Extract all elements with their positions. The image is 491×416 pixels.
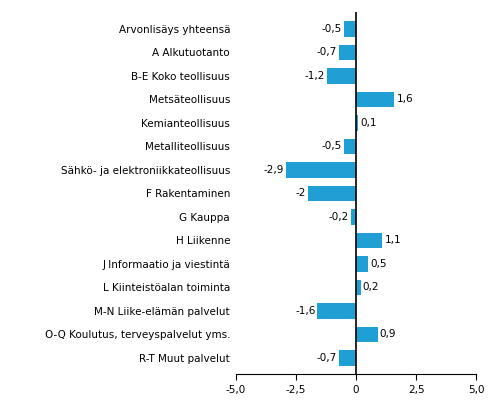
Bar <box>356 233 382 248</box>
Bar <box>356 327 378 342</box>
Text: -1,6: -1,6 <box>295 306 316 316</box>
Text: -0,5: -0,5 <box>322 24 342 34</box>
Text: 0,5: 0,5 <box>370 259 386 269</box>
Text: -2,9: -2,9 <box>264 165 284 175</box>
Text: -0,5: -0,5 <box>322 141 342 151</box>
Text: 0,2: 0,2 <box>363 282 379 292</box>
Text: 0,9: 0,9 <box>380 329 396 339</box>
Bar <box>286 162 356 178</box>
Bar <box>344 139 356 154</box>
Bar <box>339 45 356 60</box>
Bar <box>339 350 356 366</box>
Bar <box>356 92 394 107</box>
Bar <box>308 186 356 201</box>
Text: -0,7: -0,7 <box>317 47 337 57</box>
Text: 1,6: 1,6 <box>396 94 413 104</box>
Text: -0,7: -0,7 <box>317 353 337 363</box>
Bar <box>356 115 358 131</box>
Bar <box>356 280 361 295</box>
Text: 1,1: 1,1 <box>384 235 401 245</box>
Text: -1,2: -1,2 <box>305 71 325 81</box>
Text: -2: -2 <box>296 188 306 198</box>
Text: 0,1: 0,1 <box>360 118 377 128</box>
Bar <box>351 209 356 225</box>
Text: -0,2: -0,2 <box>329 212 349 222</box>
Bar <box>356 256 368 272</box>
Bar <box>344 21 356 37</box>
Bar <box>318 303 356 319</box>
Bar <box>327 68 356 84</box>
